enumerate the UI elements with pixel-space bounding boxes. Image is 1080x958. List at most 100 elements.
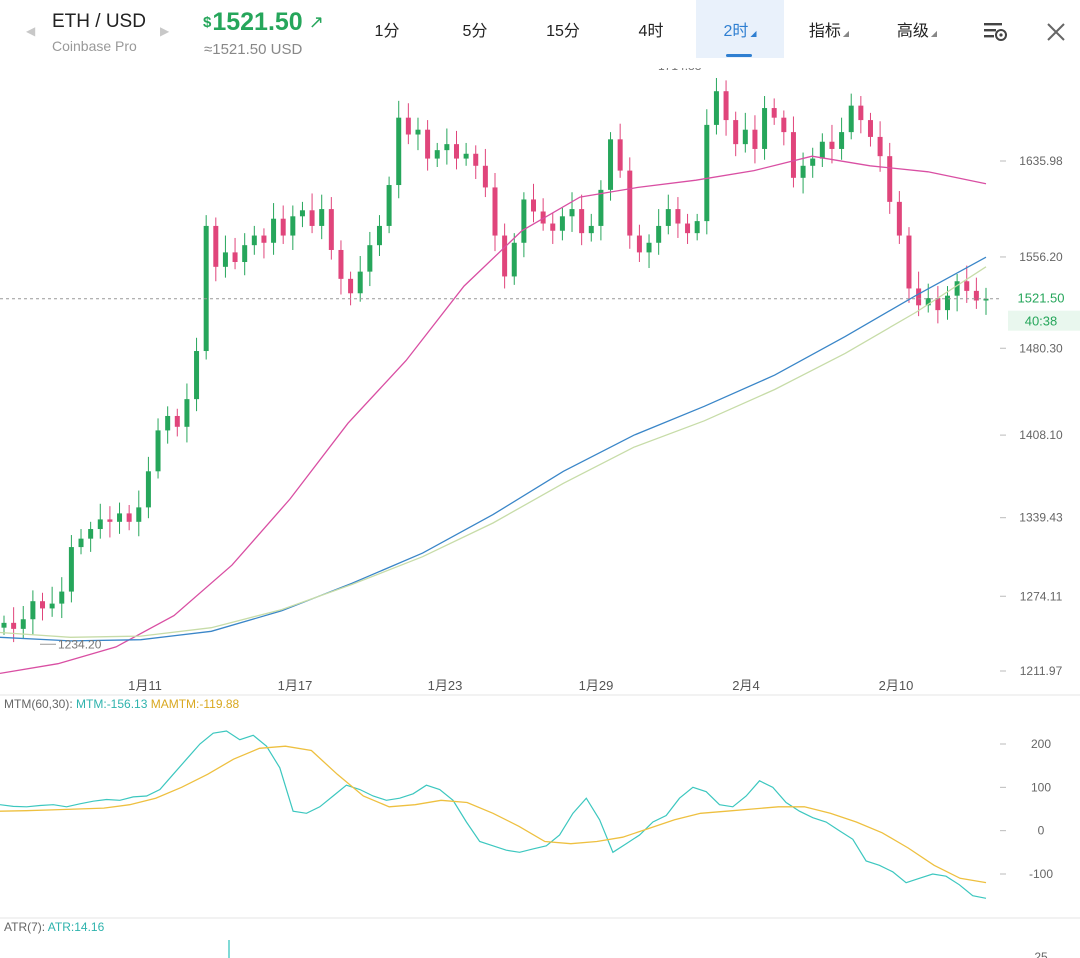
candle-body xyxy=(328,209,334,250)
candle-body xyxy=(20,619,26,629)
candle-body xyxy=(665,209,671,226)
candle-body xyxy=(713,91,719,125)
next-pair-icon[interactable]: ▶ xyxy=(160,24,170,38)
top-bar: ◀ ETH / USD Coinbase Pro ▶ $1521.50 ↗ ≈15… xyxy=(0,0,1080,68)
candle-body xyxy=(704,124,710,222)
tab-label: 指标 xyxy=(808,23,841,40)
candle-body xyxy=(482,165,488,188)
candle-body xyxy=(925,298,931,306)
candle-body xyxy=(367,245,373,272)
mtm-tick-label: 100 xyxy=(1031,780,1051,794)
candle-body xyxy=(473,153,479,166)
candle-body xyxy=(194,351,200,400)
y-tick-label: 1480.30 xyxy=(1019,341,1063,355)
candle-body xyxy=(261,235,267,243)
tab-2hour[interactable]: 2时 ◢ xyxy=(696,0,784,58)
candle-body xyxy=(723,91,729,121)
ma-250-line xyxy=(0,266,987,638)
candle-body xyxy=(559,216,565,231)
candle-body xyxy=(685,223,691,234)
candle-body xyxy=(425,129,431,159)
tab-5min[interactable]: 5分 xyxy=(443,0,507,58)
mamtm-line xyxy=(0,745,987,884)
y-tick-label: 1635.98 xyxy=(1019,154,1063,168)
candle-body xyxy=(376,225,382,246)
tab-advanced[interactable]: 高级 ◢ xyxy=(884,0,950,58)
candle-body xyxy=(762,108,768,149)
tab-label: 15分 xyxy=(546,23,580,40)
candle-body xyxy=(242,245,248,263)
candle-body xyxy=(742,129,748,145)
candle-body xyxy=(569,209,575,217)
mtm-tick-label: 200 xyxy=(1031,737,1051,751)
y-tick-label: 1274.11 xyxy=(1020,589,1063,603)
candle-body xyxy=(117,513,123,522)
mtm-label: MTM(60,30): xyxy=(4,697,73,711)
candle-body xyxy=(97,519,103,530)
candle-body xyxy=(405,117,411,135)
last-price-tag xyxy=(1008,288,1080,309)
candle-body xyxy=(136,507,142,522)
high-marker-label: 1714.83 xyxy=(658,68,702,73)
last-price-label: 1521.50 xyxy=(1018,291,1065,306)
candle-body xyxy=(588,225,594,234)
candle-body xyxy=(848,105,854,133)
candle-body xyxy=(299,210,305,217)
candle-body xyxy=(203,225,209,352)
tab-label: 高级 xyxy=(896,23,929,40)
tab-indicators[interactable]: 指标 ◢ xyxy=(796,0,862,58)
prev-pair-icon[interactable]: ◀ xyxy=(26,24,36,38)
dropdown-triangle-icon: ◢ xyxy=(930,29,938,38)
candle-body xyxy=(511,242,517,277)
chart-settings-icon[interactable] xyxy=(982,20,1010,44)
ma-200-line xyxy=(0,256,987,642)
candle-body xyxy=(877,136,883,157)
candle-body xyxy=(434,150,440,159)
candle-body xyxy=(88,529,94,539)
atr-tick-label: 25 xyxy=(1034,950,1048,958)
tab-label: 2时 xyxy=(723,23,749,40)
dropdown-triangle-icon: ◢ xyxy=(842,29,850,38)
candle-body xyxy=(617,139,623,171)
candle-body xyxy=(184,399,190,427)
pair-title[interactable]: ETH / USD xyxy=(52,11,146,32)
mtm-tick-label: 0 xyxy=(1038,824,1045,838)
candle-body xyxy=(771,108,777,118)
candle-body xyxy=(78,538,84,548)
candle-body xyxy=(309,210,315,226)
candle-body xyxy=(675,209,681,224)
candle-body xyxy=(858,105,864,121)
candle-body xyxy=(579,209,585,234)
candle-body xyxy=(68,547,74,592)
candle-body xyxy=(338,249,344,279)
tab-4hour[interactable]: 4时 xyxy=(618,0,684,58)
candle-body xyxy=(819,141,825,159)
candle-body xyxy=(531,199,537,212)
candle-body xyxy=(800,165,806,178)
currency-symbol: $ xyxy=(203,14,212,31)
last-price-value: 1521.50 xyxy=(212,8,303,36)
tab-1min[interactable]: 1分 xyxy=(355,0,419,58)
candle-body xyxy=(887,156,893,202)
mtm-line xyxy=(0,730,987,899)
chart-area[interactable]: 1635.98 1556.20 1480.30 1408.10 1339.43 1274.… xyxy=(0,68,1080,958)
candle-body xyxy=(954,281,960,296)
tab-15min[interactable]: 15分 xyxy=(530,0,596,58)
candle-body xyxy=(49,603,55,609)
candle-body xyxy=(502,235,508,277)
low-marker-label: 1234.20 xyxy=(58,637,102,651)
tab-label: 4时 xyxy=(638,23,664,40)
mamtm-value: MAMTM:-119.88 xyxy=(150,697,240,711)
dropdown-triangle-icon: ◢ xyxy=(750,29,757,38)
close-icon[interactable] xyxy=(1044,20,1068,44)
candle-body xyxy=(733,120,739,145)
x-tick-label: 2月4 xyxy=(732,678,759,693)
mtm-value: MTM:-156.13 xyxy=(76,697,148,711)
converted-price: ≈1521.50 USD xyxy=(204,41,303,58)
countdown-label: 40:38 xyxy=(1025,314,1058,329)
candle-body xyxy=(155,430,161,472)
candle-body xyxy=(386,185,392,226)
candle-body xyxy=(444,144,450,151)
active-tab-underline xyxy=(726,54,752,57)
candle-body xyxy=(752,129,758,149)
